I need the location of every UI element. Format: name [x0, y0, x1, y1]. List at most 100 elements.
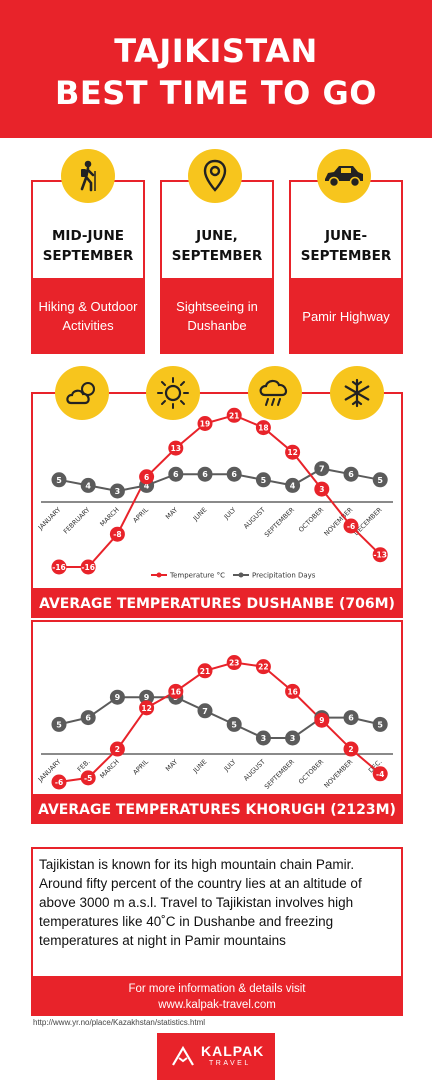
mountain-logo-icon — [172, 1045, 194, 1066]
x-tick-label: MARCH — [98, 506, 120, 528]
car-icon — [317, 149, 371, 203]
title-line-1: TAJIKISTAN — [114, 32, 318, 70]
temperature-point — [226, 407, 242, 423]
precipitation-value-label: 5 — [231, 720, 237, 729]
temperature-point — [372, 547, 388, 563]
precipitation-value-label: 3 — [115, 487, 121, 496]
precipitation-point — [168, 466, 184, 482]
precipitation-point — [109, 689, 125, 705]
temperature-value-label: 3 — [319, 485, 324, 494]
snowflake-icon — [330, 366, 384, 420]
logo-sub: TRAVEL — [209, 1060, 251, 1067]
dushanbe-temperature-chart: JANUARY FEBRUARY MARCH APRIL MAY JUNE JULY AUGU… — [36, 407, 393, 580]
sun-icon — [146, 366, 200, 420]
temperature-point — [255, 420, 271, 436]
temperature-value-label: -16 — [81, 563, 95, 572]
card-dates: MID-JUNE SEPTEMBER — [33, 226, 143, 266]
precipitation-value-label: 9 — [115, 693, 121, 702]
card-dates: JUNE- SEPTEMBER — [291, 226, 401, 266]
precipitation-point — [285, 477, 301, 493]
temperature-point — [226, 655, 242, 671]
temperature-point — [285, 683, 301, 699]
temperature-value-label: 13 — [171, 444, 181, 453]
precipitation-value-label: 6 — [173, 470, 179, 479]
temperature-value-label: 21 — [229, 411, 239, 420]
precipitation-point — [343, 710, 359, 726]
precipitation-value-label: 7 — [202, 707, 208, 716]
temperature-point — [168, 683, 184, 699]
x-tick-label: OCTOBER — [297, 757, 326, 786]
x-tick-label: SEPTEMBER — [263, 505, 297, 539]
precipitation-value-label: 3 — [290, 734, 296, 743]
x-tick-label: JUNE — [191, 758, 208, 775]
temperature-value-label: -6 — [347, 522, 355, 531]
temperature-value-label: 16 — [171, 687, 181, 696]
rain-cloud-icon — [248, 366, 302, 420]
temperature-point — [285, 444, 301, 460]
temperature-value-label: 2 — [115, 745, 120, 754]
precipitation-value-label: 6 — [202, 470, 208, 479]
temperature-point — [197, 663, 213, 679]
temperature-value-label: 16 — [287, 687, 297, 696]
precipitation-point — [226, 466, 242, 482]
temperature-value-label: -8 — [113, 530, 121, 539]
temperature-point — [372, 766, 388, 782]
precipitation-point — [197, 466, 213, 482]
temperature-value-label: 23 — [229, 659, 239, 668]
precipitation-value-label: 5 — [377, 476, 383, 485]
card-activity: Pamir Highway — [289, 278, 403, 354]
temperature-value-label: 22 — [258, 663, 268, 672]
khorugh-chart-title: AVERAGE TEMPERATURES KHORUGH (2123M) — [31, 796, 403, 824]
x-tick-label: FEBRUARY — [62, 506, 92, 536]
header-banner: TAJIKISTAN BEST TIME TO GO — [0, 0, 432, 138]
temperature-value-label: -13 — [373, 551, 387, 560]
temperature-point — [109, 526, 125, 542]
x-tick-label: NOVEMBER — [323, 757, 355, 789]
location-pin-icon — [188, 149, 242, 203]
card-activity: Sightseeing in Dushanbe — [160, 278, 274, 354]
description-text: Tajikistan is known for its high mountai… — [31, 847, 403, 978]
precipitation-point — [372, 472, 388, 488]
temperature-point — [314, 712, 330, 728]
x-tick-label: MAY — [164, 758, 179, 773]
precipitation-point — [255, 730, 271, 746]
source-link[interactable]: http://www.yr.no/place/Kazakhstan/statis… — [33, 1018, 206, 1027]
temperature-point — [343, 741, 359, 757]
precipitation-value-label: 4 — [85, 481, 91, 490]
x-tick-label: AUGUST — [242, 758, 267, 783]
info-line-1: For more information & details visit — [128, 983, 306, 995]
temperature-point — [255, 659, 271, 675]
precipitation-value-label: 7 — [319, 465, 325, 474]
precipitation-point — [139, 689, 155, 705]
temperature-value-label: 9 — [319, 716, 324, 725]
precipitation-value-label: 4 — [144, 481, 150, 490]
website-link[interactable]: www.kalpak-travel.com — [158, 999, 276, 1011]
kalpak-logo[interactable]: KALPAK TRAVEL — [157, 1033, 275, 1080]
temperature-line — [58, 661, 381, 783]
precipitation-value-label: 3 — [261, 734, 267, 743]
activity-card-hiking: MID-JUNE SEPTEMBER Hiking & Outdoor Acti… — [31, 180, 145, 354]
x-tick-label: AUGUST — [242, 506, 267, 531]
legend-temperature-dot — [156, 572, 162, 578]
temperature-value-label: 21 — [200, 667, 210, 676]
x-tick-label: SEPTEMBER — [263, 757, 297, 791]
temperature-value-label: 2 — [348, 745, 353, 754]
temperature-point — [139, 700, 155, 716]
temperature-value-label: -6 — [55, 778, 63, 787]
precipitation-value-label: 6 — [231, 470, 237, 479]
temperature-value-label: 6 — [144, 473, 149, 482]
info-banner: For more information & details visit www… — [31, 978, 403, 1016]
dushanbe-chart-box: JANUARY FEBRUARY MARCH APRIL MAY JUNE JULY AUGU… — [31, 392, 403, 590]
x-tick-label: JUNE — [191, 506, 208, 523]
x-tick-label: MARCH — [98, 758, 120, 780]
temperature-value-label: 19 — [200, 420, 210, 429]
dushanbe-chart-title: AVERAGE TEMPERATURES DUSHANBE (706M) — [31, 590, 403, 618]
temperature-value-label: -5 — [84, 774, 92, 783]
temperature-point — [51, 774, 67, 790]
precipitation-value-label: 5 — [377, 720, 383, 729]
precipitation-value-label: 6 — [85, 714, 91, 723]
card-dates: JUNE, SEPTEMBER — [162, 226, 272, 266]
card-dates-line2: SEPTEMBER — [171, 248, 263, 264]
precipitation-point — [80, 477, 96, 493]
card-dates-line1: MID-JUNE — [51, 228, 125, 244]
